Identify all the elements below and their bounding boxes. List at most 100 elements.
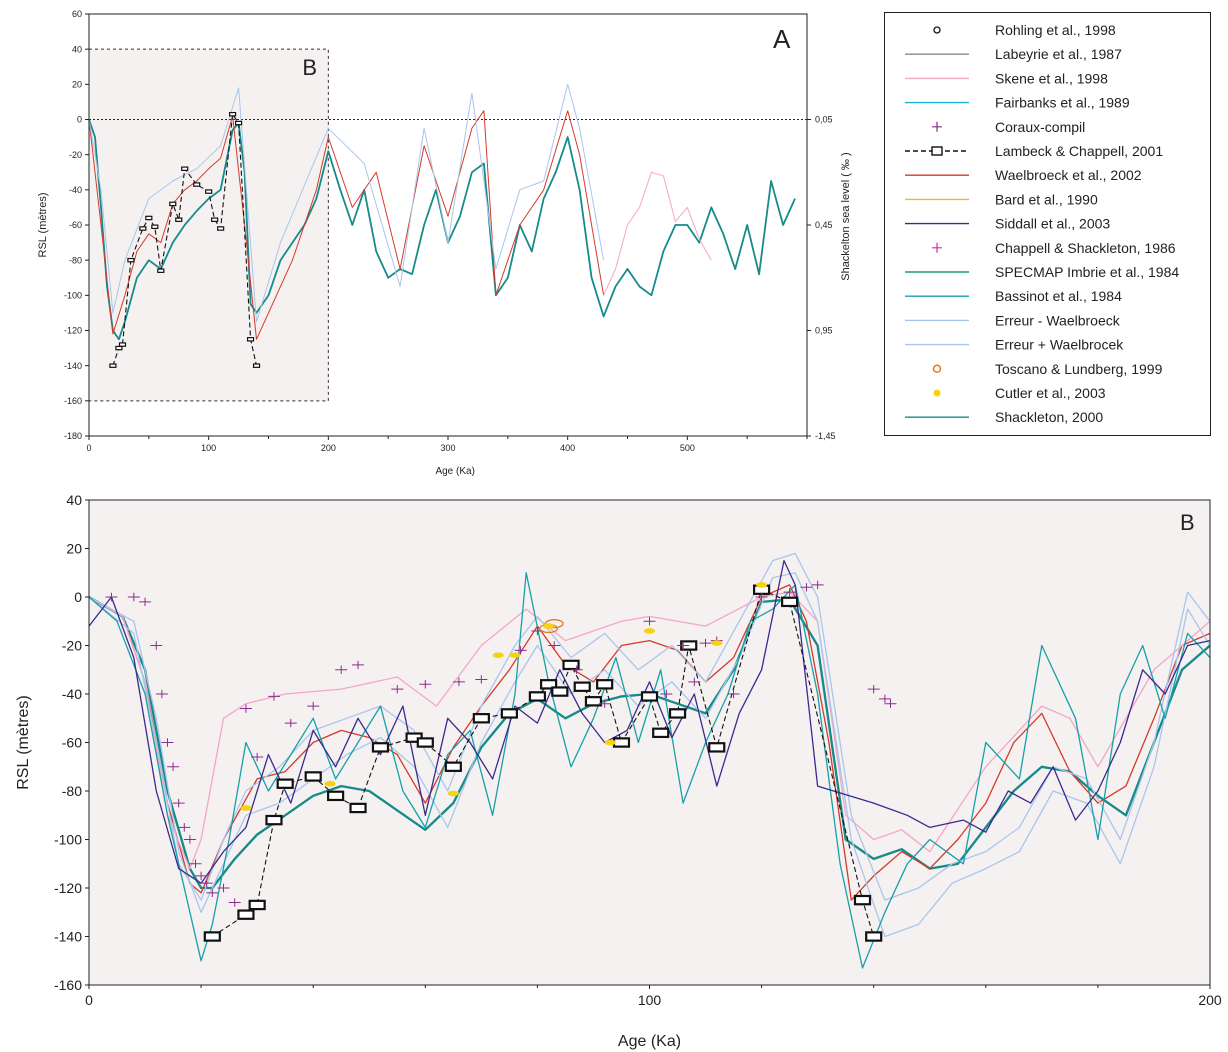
a-series-lambeck-chappell-2001-marker bbox=[115, 345, 123, 351]
b-series-lambeck-chappell-2001-marker bbox=[276, 778, 294, 789]
a-series-lambeck-chappell-2001-marker bbox=[127, 257, 135, 263]
b-series-coraux-compil-marker bbox=[352, 660, 365, 670]
a-series-waelbroeck-et-al-2002-line bbox=[88, 110, 605, 340]
b-series-coraux-compil-marker bbox=[699, 638, 712, 648]
panel-b-series bbox=[88, 552, 1211, 969]
b-series-cutler-et-al-2003-marker bbox=[604, 739, 616, 746]
a-right-tick-label: 0,95 bbox=[815, 326, 833, 336]
b-series-lambeck-chappell-2001-marker bbox=[551, 686, 569, 697]
b-series-coraux-compil-marker bbox=[178, 823, 191, 832]
b-series-coraux-compil-marker bbox=[867, 684, 880, 694]
b-series-coraux-compil-marker bbox=[514, 646, 527, 655]
b-series-lambeck-chappell-2001-marker bbox=[265, 814, 283, 826]
legend-entry-shackleton-2000: Shackleton, 2000 bbox=[905, 409, 1103, 425]
a-series-lambeck-chappell-2001-marker bbox=[145, 215, 153, 221]
a-y-tick-label: 20 bbox=[72, 79, 82, 89]
b-series-coraux-compil-marker bbox=[267, 692, 280, 701]
a-x-tick-label: 500 bbox=[680, 443, 695, 453]
panel-a-axes: 6040200-20-40-60-80-100-120-140-160-1800… bbox=[64, 9, 836, 453]
b-series-coraux-compil-marker bbox=[228, 898, 241, 907]
b-series-coraux-compil-marker bbox=[200, 878, 213, 888]
b-y-tick-label: -100 bbox=[54, 831, 82, 847]
legend-label: Rohling et al., 1998 bbox=[995, 22, 1116, 38]
a-y-tick-label: -20 bbox=[69, 150, 82, 160]
b-series-cutler-et-al-2003-marker bbox=[543, 623, 555, 629]
legend-label: Chappell & Shackleton, 1986 bbox=[995, 240, 1176, 256]
b-series-lambeck-chappell-2001-marker bbox=[304, 771, 322, 782]
legend-label: Bassinot et al., 1984 bbox=[995, 288, 1122, 304]
legend-label: Coraux-compil bbox=[995, 119, 1085, 135]
b-series-lambeck-chappell-2001-marker bbox=[584, 696, 603, 707]
b-series-coraux-compil-marker bbox=[105, 592, 118, 602]
legend-entry-fairbanks-et-al-1989: Fairbanks et al., 1989 bbox=[905, 95, 1130, 111]
a-y-tick-label: 0 bbox=[77, 115, 82, 125]
a-x-tick-label: 0 bbox=[86, 443, 91, 453]
a-y-tick-label: -40 bbox=[69, 185, 82, 195]
legend-label: SPECMAP Imbrie et al., 1984 bbox=[995, 264, 1179, 280]
b-series-bassinot-et-al-1984-line bbox=[88, 572, 1211, 969]
legend-entry-erreur-waelbroeck: Erreur - Waelbroeck bbox=[905, 312, 1121, 328]
b-series-lambeck-chappell-2001-marker bbox=[865, 931, 883, 942]
b-y-tick-label: -160 bbox=[54, 977, 82, 993]
b-series-coraux-compil-marker bbox=[335, 665, 348, 674]
legend-entry-chappell-shackleton-1986: Chappell & Shackleton, 1986 bbox=[932, 240, 1176, 256]
b-series-lambeck-chappell-2001-marker bbox=[612, 737, 631, 748]
panel-a-chart: 6040200-20-40-60-80-100-120-140-160-1800… bbox=[37, 9, 852, 477]
legend-label: Fairbanks et al., 1989 bbox=[995, 95, 1130, 111]
b-series-lambeck-chappell-2001-marker bbox=[237, 909, 255, 920]
a-series-shackleton-2000-line bbox=[88, 119, 796, 341]
b-series-coraux-compil-marker bbox=[570, 665, 583, 674]
b-series-coraux-compil-marker bbox=[161, 738, 174, 747]
a-y-tick-label: -140 bbox=[64, 361, 82, 371]
b-series-coraux-compil-marker bbox=[206, 888, 219, 898]
a-x-tick-label: 100 bbox=[201, 443, 216, 453]
b-series-coraux-compil-marker bbox=[660, 689, 673, 699]
legend-label: Erreur + Waelbrocek bbox=[995, 337, 1124, 353]
b-series-lambeck-chappell-2001-marker bbox=[203, 931, 221, 942]
panel-a-series bbox=[88, 83, 796, 368]
b-series-coraux-compil-marker bbox=[239, 704, 252, 713]
legend-entry-labeyrie-et-al-1987: Labeyrie et al., 1987 bbox=[905, 46, 1122, 62]
legend-label: Siddall et al., 2003 bbox=[995, 216, 1110, 232]
b-y-tick-label: -20 bbox=[62, 637, 82, 653]
b-series-lambeck-chappell-2001-marker bbox=[573, 681, 591, 692]
legend-swatch-circle bbox=[933, 26, 941, 34]
a-series-lambeck-chappell-2001-marker bbox=[181, 166, 189, 171]
a-series-erreur-waelbroeck-line bbox=[88, 83, 605, 323]
b-y-tick-label: -40 bbox=[62, 686, 82, 702]
b-series-toscano-lundberg-1999-marker bbox=[544, 619, 564, 629]
b-y-tick-label: -60 bbox=[62, 734, 82, 750]
legend-label: Toscano & Lundberg, 1999 bbox=[995, 361, 1163, 377]
legend-label: Cutler et al., 2003 bbox=[995, 385, 1106, 401]
legend-entry-lambeck-chappell-2001: Lambeck & Chappell, 2001 bbox=[905, 143, 1163, 159]
a-right-tick-label: 0,05 bbox=[815, 115, 833, 125]
b-series-lambeck-chappell-2001-marker bbox=[562, 659, 580, 671]
b-y-tick-label: -80 bbox=[62, 783, 82, 799]
a-y-tick-label: -100 bbox=[64, 290, 82, 300]
b-series-shackleton-2000-line bbox=[88, 595, 1211, 890]
legend-entry-cutler-et-al-2003: Cutler et al., 2003 bbox=[933, 385, 1106, 401]
b-series-lambeck-chappell-2001-marker bbox=[668, 708, 687, 719]
legend-label: Lambeck & Chappell, 2001 bbox=[995, 143, 1163, 159]
b-series-cutler-et-al-2003-marker bbox=[509, 652, 521, 658]
b-series-coraux-compil-marker bbox=[284, 718, 297, 728]
b-series-coraux-compil-marker bbox=[598, 699, 611, 708]
b-series-coraux-compil-marker bbox=[800, 583, 813, 592]
panel-a-inset-label: B bbox=[302, 55, 317, 80]
legend-entry-rohling-et-al-1998: Rohling et al., 1998 bbox=[933, 22, 1116, 38]
a-series-lambeck-chappell-2001-marker bbox=[217, 226, 225, 231]
b-series-coraux-compil-marker bbox=[251, 752, 264, 762]
b-series-cutler-et-al-2003-marker bbox=[447, 790, 459, 797]
legend-entry-toscano-lundberg-1999: Toscano & Lundberg, 1999 bbox=[932, 361, 1163, 377]
legend-swatch-box bbox=[931, 146, 943, 156]
legend-label: Labeyrie et al., 1987 bbox=[995, 46, 1122, 62]
a-series-lambeck-chappell-2001-marker bbox=[229, 111, 237, 117]
panel-b-label: B bbox=[1180, 510, 1195, 535]
b-series-lambeck-chappell-2001-marker bbox=[371, 742, 390, 753]
b-series-lambeck-chappell-2001-marker bbox=[472, 713, 490, 724]
b-series-coraux-compil-marker bbox=[195, 871, 208, 881]
b-series-coraux-compil-marker bbox=[727, 689, 740, 699]
